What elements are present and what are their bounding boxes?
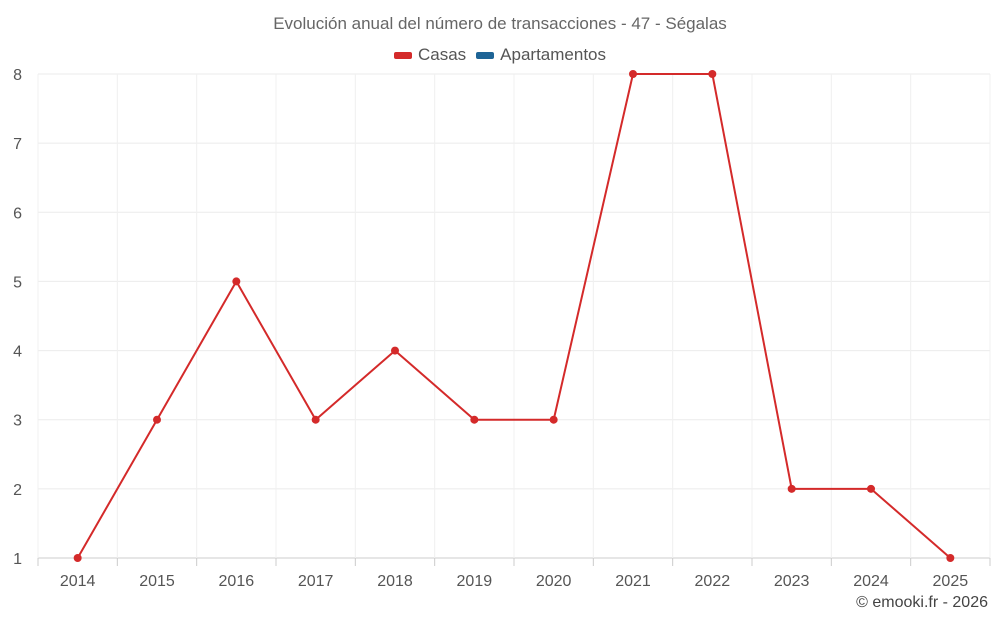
- legend-swatch-casas: [393, 51, 412, 59]
- data-point-casas: [549, 415, 558, 424]
- data-point-casas: [470, 415, 479, 424]
- data-point-casas: [787, 484, 796, 493]
- x-tick-label: 2019: [457, 573, 493, 590]
- x-tick-label: 2023: [774, 573, 810, 590]
- y-tick-label: 3: [13, 413, 22, 430]
- data-point-casas: [629, 70, 637, 78]
- series-line-casas: [76, 73, 951, 559]
- x-tick-label: 2017: [298, 573, 334, 590]
- credit-text: © emooki.fr - 2026: [856, 594, 988, 611]
- data-point-casas: [391, 346, 399, 355]
- x-tick-label: 2024: [853, 573, 889, 590]
- x-tick-label: 2022: [695, 573, 731, 590]
- y-tick-label: 8: [13, 67, 22, 84]
- legend-item-apartamentos[interactable]: Apartamentos: [476, 45, 606, 65]
- y-tick-label: 7: [13, 136, 22, 153]
- data-point-casas: [946, 554, 955, 562]
- y-tick-label: 1: [13, 551, 22, 568]
- x-tick-label: 2016: [219, 573, 255, 590]
- x-tick-label: 2021: [615, 573, 651, 590]
- data-point-casas: [867, 484, 875, 493]
- x-tick-label: 2018: [377, 573, 413, 590]
- data-point-casas: [232, 277, 241, 286]
- data-point-casas: [73, 554, 82, 562]
- chart-legend: Casas Apartamentos: [0, 45, 1000, 65]
- legend-label-casas: Casas: [417, 45, 467, 64]
- legend-swatch-apartamentos: [476, 51, 495, 59]
- legend-label-apartamentos: Apartamentos: [500, 45, 607, 64]
- chart-title: Evolución anual del número de transaccio…: [273, 14, 727, 33]
- data-point-casas: [708, 70, 717, 78]
- x-tick-label: 2025: [933, 573, 969, 590]
- data-point-casas: [311, 415, 320, 424]
- y-tick-label: 4: [13, 344, 22, 361]
- y-tick-label: 2: [13, 482, 22, 499]
- legend-item-casas[interactable]: Casas: [393, 45, 467, 65]
- x-tick-label: 2014: [60, 573, 96, 590]
- x-tick-label: 2020: [536, 573, 572, 590]
- data-point-casas: [153, 415, 161, 424]
- y-tick-label: 5: [13, 274, 22, 291]
- x-tick-label: 2015: [139, 573, 175, 590]
- y-tick-label: 6: [13, 205, 22, 222]
